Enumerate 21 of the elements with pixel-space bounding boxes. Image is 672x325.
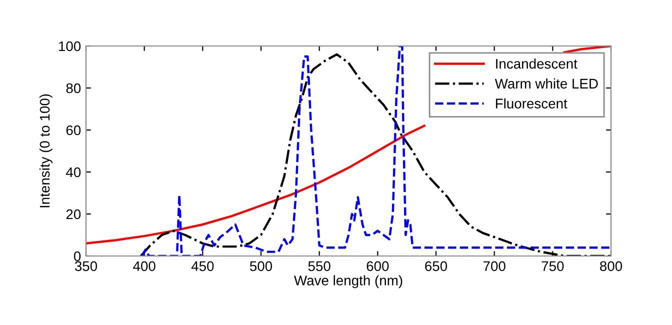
x-tick-label: 700 bbox=[483, 261, 506, 272]
x-tick-label: 650 bbox=[425, 261, 448, 272]
x-tick-label: 350 bbox=[74, 261, 98, 272]
y-axis-title: Intensity (0 to 100) bbox=[39, 94, 52, 208]
y-tick-label: 80 bbox=[66, 83, 81, 94]
x-axis-title: Wave length (nm) bbox=[294, 275, 402, 288]
legend-label: Warm white LED bbox=[494, 78, 598, 89]
x-tick-label: 400 bbox=[133, 261, 156, 272]
x-tick-label: 550 bbox=[308, 261, 330, 272]
legend-label: Fluorescent bbox=[496, 98, 568, 108]
x-tick-label: 600 bbox=[366, 261, 389, 272]
x-tick-label: 750 bbox=[542, 261, 564, 272]
x-tick-label: 500 bbox=[250, 261, 272, 272]
x-tick-label: 800 bbox=[600, 261, 622, 272]
y-tick-label: 60 bbox=[66, 125, 81, 136]
y-tick-label: 100 bbox=[59, 41, 81, 52]
legend-label: Incandescent bbox=[496, 58, 578, 69]
y-tick-label: 0 bbox=[74, 251, 81, 262]
y-tick-label: 20 bbox=[66, 209, 81, 220]
x-tick-label: 450 bbox=[191, 261, 214, 272]
y-tick-label: 40 bbox=[66, 167, 81, 178]
